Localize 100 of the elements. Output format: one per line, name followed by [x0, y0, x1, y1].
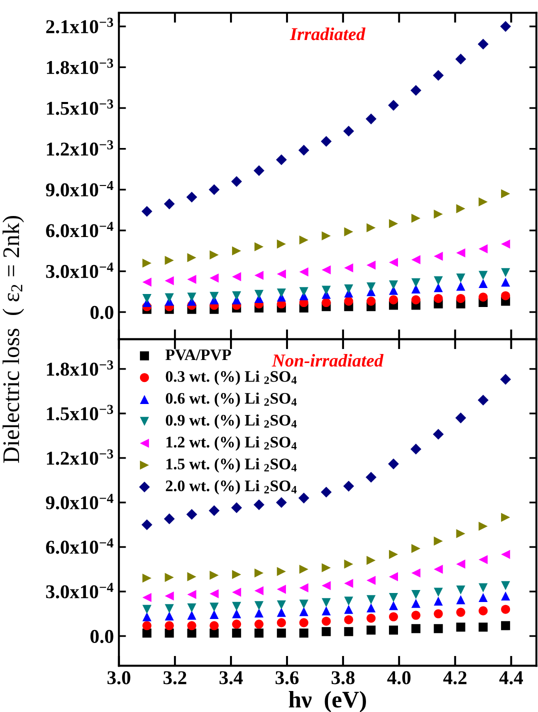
point: [298, 492, 310, 504]
point: [366, 576, 376, 585]
y-tick-label: 0.0: [90, 306, 114, 320]
point: [455, 54, 466, 64]
point: [434, 588, 443, 597]
point: [187, 253, 196, 262]
legend-label: 1.5 wt. (%) Li $_{2}$SO$_{4}$: [166, 458, 297, 473]
point: [456, 560, 466, 569]
point: [501, 550, 510, 559]
point: [276, 497, 287, 508]
x-tick-label: 3.2: [164, 671, 186, 684]
legend-label: 1.2 wt. (%) Li $_{2}$SO$_{4}$: [166, 436, 297, 451]
x-tick-label: 4.2: [443, 671, 466, 684]
point: [164, 621, 174, 630]
point: [254, 270, 264, 280]
point: [411, 590, 420, 600]
point: [164, 611, 174, 621]
point: [254, 568, 264, 578]
point: [276, 566, 286, 576]
point: [411, 610, 420, 620]
x-tick-label: 3.6: [276, 671, 299, 684]
point: [366, 223, 376, 232]
y-axis-title: Dielectric loss ( ε$_{2}$ = 2nk): [2, 216, 24, 463]
y-tick-label: 0.0: [90, 630, 114, 644]
point: [232, 246, 242, 256]
point: [434, 210, 443, 219]
point: [142, 258, 152, 268]
point: [254, 628, 264, 638]
point: [501, 268, 510, 278]
point: [388, 550, 398, 559]
point: [232, 602, 242, 611]
point: [434, 294, 443, 303]
point: [366, 595, 376, 604]
point: [478, 606, 488, 616]
point: [187, 274, 196, 284]
point: [232, 628, 242, 638]
point: [434, 624, 443, 634]
point: [478, 278, 488, 288]
point: [411, 278, 420, 288]
legend-label: 2.0 wt. (%) Li $_{2}$SO$_{4}$: [166, 480, 297, 495]
point: [411, 544, 420, 554]
x-tick-label: 4.0: [387, 671, 411, 684]
point: [254, 601, 264, 610]
point: [455, 412, 466, 424]
point: [344, 284, 354, 294]
point: [164, 591, 174, 600]
point: [164, 604, 174, 614]
point: [388, 219, 398, 228]
point: [187, 628, 196, 638]
point: [322, 286, 331, 295]
point: [299, 267, 308, 276]
point: [142, 592, 152, 602]
point: [478, 292, 488, 302]
point: [276, 288, 286, 298]
y-tick-label: 3.0x10$^{−4}$: [46, 262, 114, 278]
point: [388, 458, 399, 470]
point: [434, 252, 443, 261]
point: [186, 192, 198, 203]
point: [478, 592, 488, 602]
y-tick-label: 1.2x10$^{−3}$: [46, 140, 114, 156]
point: [344, 615, 354, 624]
y-tick-label: 1.8x10$^{−3}$: [46, 360, 114, 376]
point: [434, 276, 443, 286]
point: [501, 581, 510, 590]
point: [322, 627, 331, 636]
point: [232, 291, 242, 300]
point: [501, 621, 510, 630]
point: [456, 204, 466, 214]
point: [411, 624, 420, 634]
point: [232, 272, 242, 282]
point: [501, 189, 510, 198]
point: [388, 601, 398, 610]
point: [501, 240, 510, 249]
point: [142, 621, 152, 630]
point: [187, 603, 196, 612]
point: [187, 621, 196, 630]
point: [501, 291, 510, 300]
point: [500, 374, 511, 385]
point: [343, 480, 354, 492]
point: [254, 499, 264, 510]
point: [456, 274, 466, 283]
point: [501, 591, 510, 600]
point: [210, 628, 219, 638]
point: [322, 581, 331, 590]
point: [299, 607, 308, 616]
point: [254, 620, 264, 629]
point: [388, 592, 398, 602]
point: [478, 244, 488, 254]
point: [478, 197, 488, 206]
point: [411, 255, 420, 264]
point: [276, 240, 286, 249]
y-tick-label: 1.5x10$^{−3}$: [46, 99, 114, 115]
y-tick-label: 6.0x10$^{−4}$: [46, 538, 114, 554]
point: [299, 564, 308, 574]
point: [478, 394, 489, 406]
point: [232, 620, 242, 629]
point: [388, 572, 398, 582]
point: [276, 618, 286, 628]
point: [410, 444, 422, 454]
point: [254, 290, 264, 299]
